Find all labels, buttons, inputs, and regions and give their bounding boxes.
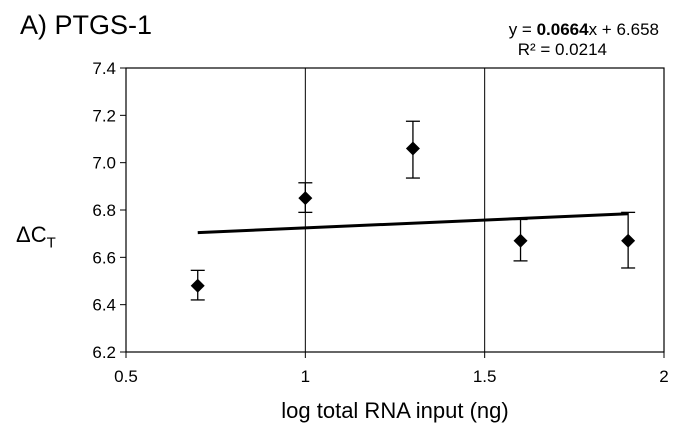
- trendline: [197, 212, 629, 235]
- data-point: [621, 233, 636, 248]
- data-point: [298, 191, 313, 206]
- x-tick-label: 1: [301, 367, 310, 386]
- regression-equation: y = 0.0664x + 6.658 R² = 0.0214: [509, 20, 659, 60]
- r-squared: R² = 0.0214: [517, 40, 607, 59]
- data-point: [513, 233, 528, 248]
- y-axis-label-main: ΔC: [16, 222, 47, 247]
- y-tick-label: 7.4: [92, 59, 116, 78]
- y-tick-label: 7.0: [92, 154, 116, 173]
- y-tick-label: 7.2: [92, 106, 116, 125]
- equation-slope: 0.0664: [536, 20, 589, 39]
- data-point: [190, 278, 205, 293]
- x-tick-label: 2: [659, 367, 668, 386]
- y-tick-label: 6.8: [92, 201, 116, 220]
- equation-suffix: x + 6.658: [588, 20, 659, 39]
- x-tick-label: 1.5: [473, 367, 497, 386]
- x-axis-label: log total RNA input (ng): [281, 398, 509, 423]
- y-tick-label: 6.6: [92, 248, 116, 267]
- equation-prefix: y =: [508, 20, 537, 39]
- chart-title: A) PTGS-1: [20, 10, 153, 40]
- y-tick-label: 6.4: [92, 296, 116, 315]
- data-point: [405, 141, 420, 156]
- plot-area: [125, 67, 665, 353]
- y-axis-label-subscript: T: [46, 234, 56, 252]
- y-tick-label: 6.2: [92, 343, 116, 362]
- y-axis-label: ΔCT: [16, 222, 56, 251]
- x-tick-label: 0.5: [114, 367, 138, 386]
